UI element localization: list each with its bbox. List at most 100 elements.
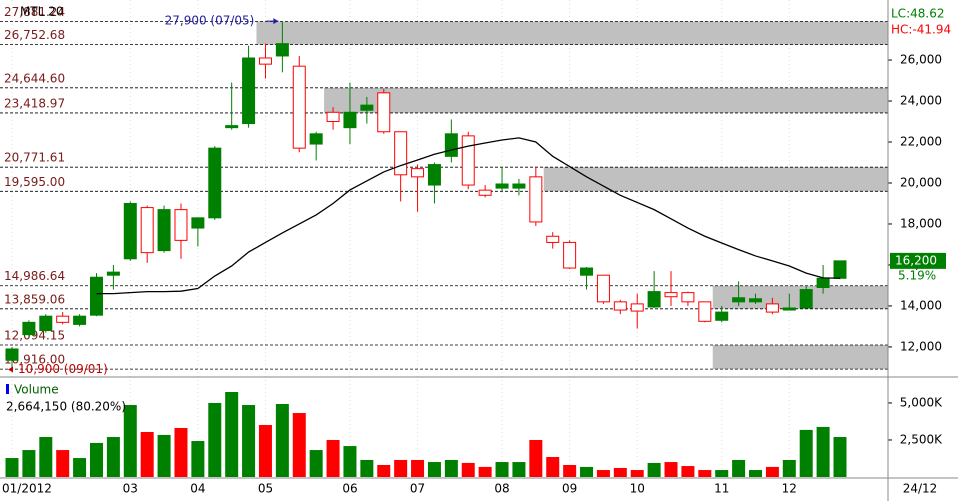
last-change: 5.19% — [898, 268, 936, 282]
candle-body — [478, 189, 492, 196]
zone — [324, 87, 888, 113]
candle-body — [377, 92, 391, 133]
high-marker-head — [273, 18, 279, 25]
level-label: 23,418.97 — [4, 96, 65, 110]
candle-body — [732, 297, 746, 303]
y-tick-label: 26,000 — [900, 53, 942, 67]
candle-body — [5, 348, 19, 361]
level-label: 19,595.00 — [4, 175, 65, 189]
low-marker-head — [8, 366, 13, 373]
candle-body — [715, 311, 729, 321]
volume-bar — [174, 427, 188, 477]
candle-body — [326, 111, 340, 123]
candle-body — [56, 315, 70, 323]
volume-bar — [681, 466, 695, 477]
candle-body — [630, 303, 644, 312]
candle-body — [157, 209, 171, 252]
candle-body — [292, 65, 306, 149]
volume-bar — [5, 458, 19, 477]
y-tick-label: 24,000 — [900, 94, 942, 108]
last-price-box — [890, 252, 946, 269]
volume-bar — [563, 465, 577, 477]
candle-body — [816, 277, 830, 288]
zone — [712, 344, 888, 370]
volume-bar — [765, 466, 779, 477]
volume-bar — [343, 446, 357, 477]
candle-body — [647, 291, 661, 308]
candle-body — [563, 241, 577, 269]
volume-summary: 2,664,150 (80.20%) — [6, 400, 126, 414]
volume-bar — [73, 458, 87, 477]
zone — [543, 167, 888, 192]
volume-bar — [580, 466, 594, 477]
candle-body — [596, 274, 610, 303]
candle-body — [360, 104, 374, 111]
volume-bar — [715, 470, 729, 477]
volume-bar — [157, 434, 171, 477]
volume-bar — [292, 413, 306, 477]
x-tick-label: 06 — [342, 482, 357, 496]
x-tick-label: 11 — [714, 482, 729, 496]
candle-body — [512, 183, 526, 189]
zone — [256, 21, 889, 45]
y-tick-label: 20,000 — [900, 175, 942, 189]
ma-label: MTL 20 — [20, 5, 63, 19]
candle-body — [73, 315, 87, 325]
moving-average — [96, 137, 841, 295]
level-label: 24,644.60 — [4, 71, 65, 85]
y-tick-label: 12,000 — [900, 339, 942, 353]
candle-body — [427, 164, 441, 186]
volume-bar — [647, 462, 661, 477]
volume-bar — [630, 470, 644, 477]
candle-body — [580, 267, 594, 276]
volume-bar — [495, 462, 509, 477]
x-tick-label: 05 — [258, 482, 273, 496]
level-label: 27,881.24 — [4, 5, 65, 19]
volume-bar — [326, 439, 340, 477]
candle-body — [495, 183, 509, 189]
volume-bar — [749, 470, 763, 477]
last-price-label: 16,200 — [895, 253, 937, 267]
volume-bar — [596, 470, 610, 477]
candle-body — [546, 235, 560, 243]
level-label: 20,771.61 — [4, 151, 65, 165]
volume-tick-label: 5,000K — [900, 395, 943, 409]
volume-bar — [833, 437, 847, 477]
candle-body — [613, 301, 627, 311]
candle-body — [242, 57, 256, 125]
candle-body — [765, 303, 779, 313]
volume-bar — [89, 442, 103, 477]
volume-bar — [275, 403, 289, 477]
volume-bar — [444, 459, 458, 477]
volume-bar — [123, 405, 137, 477]
volume-title: Volume — [14, 383, 59, 397]
volume-bar — [22, 450, 36, 477]
volume-bar — [546, 457, 560, 477]
level-label: 13,859.06 — [4, 292, 65, 306]
x-end-label: 24/12 — [903, 482, 938, 496]
candle-body — [411, 168, 425, 178]
candle-body — [309, 133, 323, 145]
x-tick-label: 10 — [630, 482, 645, 496]
y-tick-label: 14,000 — [900, 298, 942, 312]
candle-body — [208, 147, 222, 219]
x-tick-label: 04 — [190, 482, 205, 496]
hc-label: HC:-41.94 — [891, 23, 951, 37]
volume-tick-label: 2,500K — [900, 432, 943, 446]
volume-bar — [732, 459, 746, 477]
volume-bar — [394, 459, 408, 477]
candle-body — [123, 202, 137, 260]
candle-body — [749, 298, 763, 303]
candle-body — [275, 43, 289, 57]
candle-body — [39, 315, 53, 332]
volume-bar — [799, 429, 813, 477]
volume-bar — [106, 437, 120, 477]
volume-bar — [140, 431, 154, 477]
volume-bar — [613, 467, 627, 477]
candle-body — [782, 307, 796, 311]
candle-body — [698, 301, 712, 322]
volume-bar — [461, 462, 475, 477]
candle-body — [833, 260, 847, 279]
x-tick-label: 07 — [410, 482, 425, 496]
